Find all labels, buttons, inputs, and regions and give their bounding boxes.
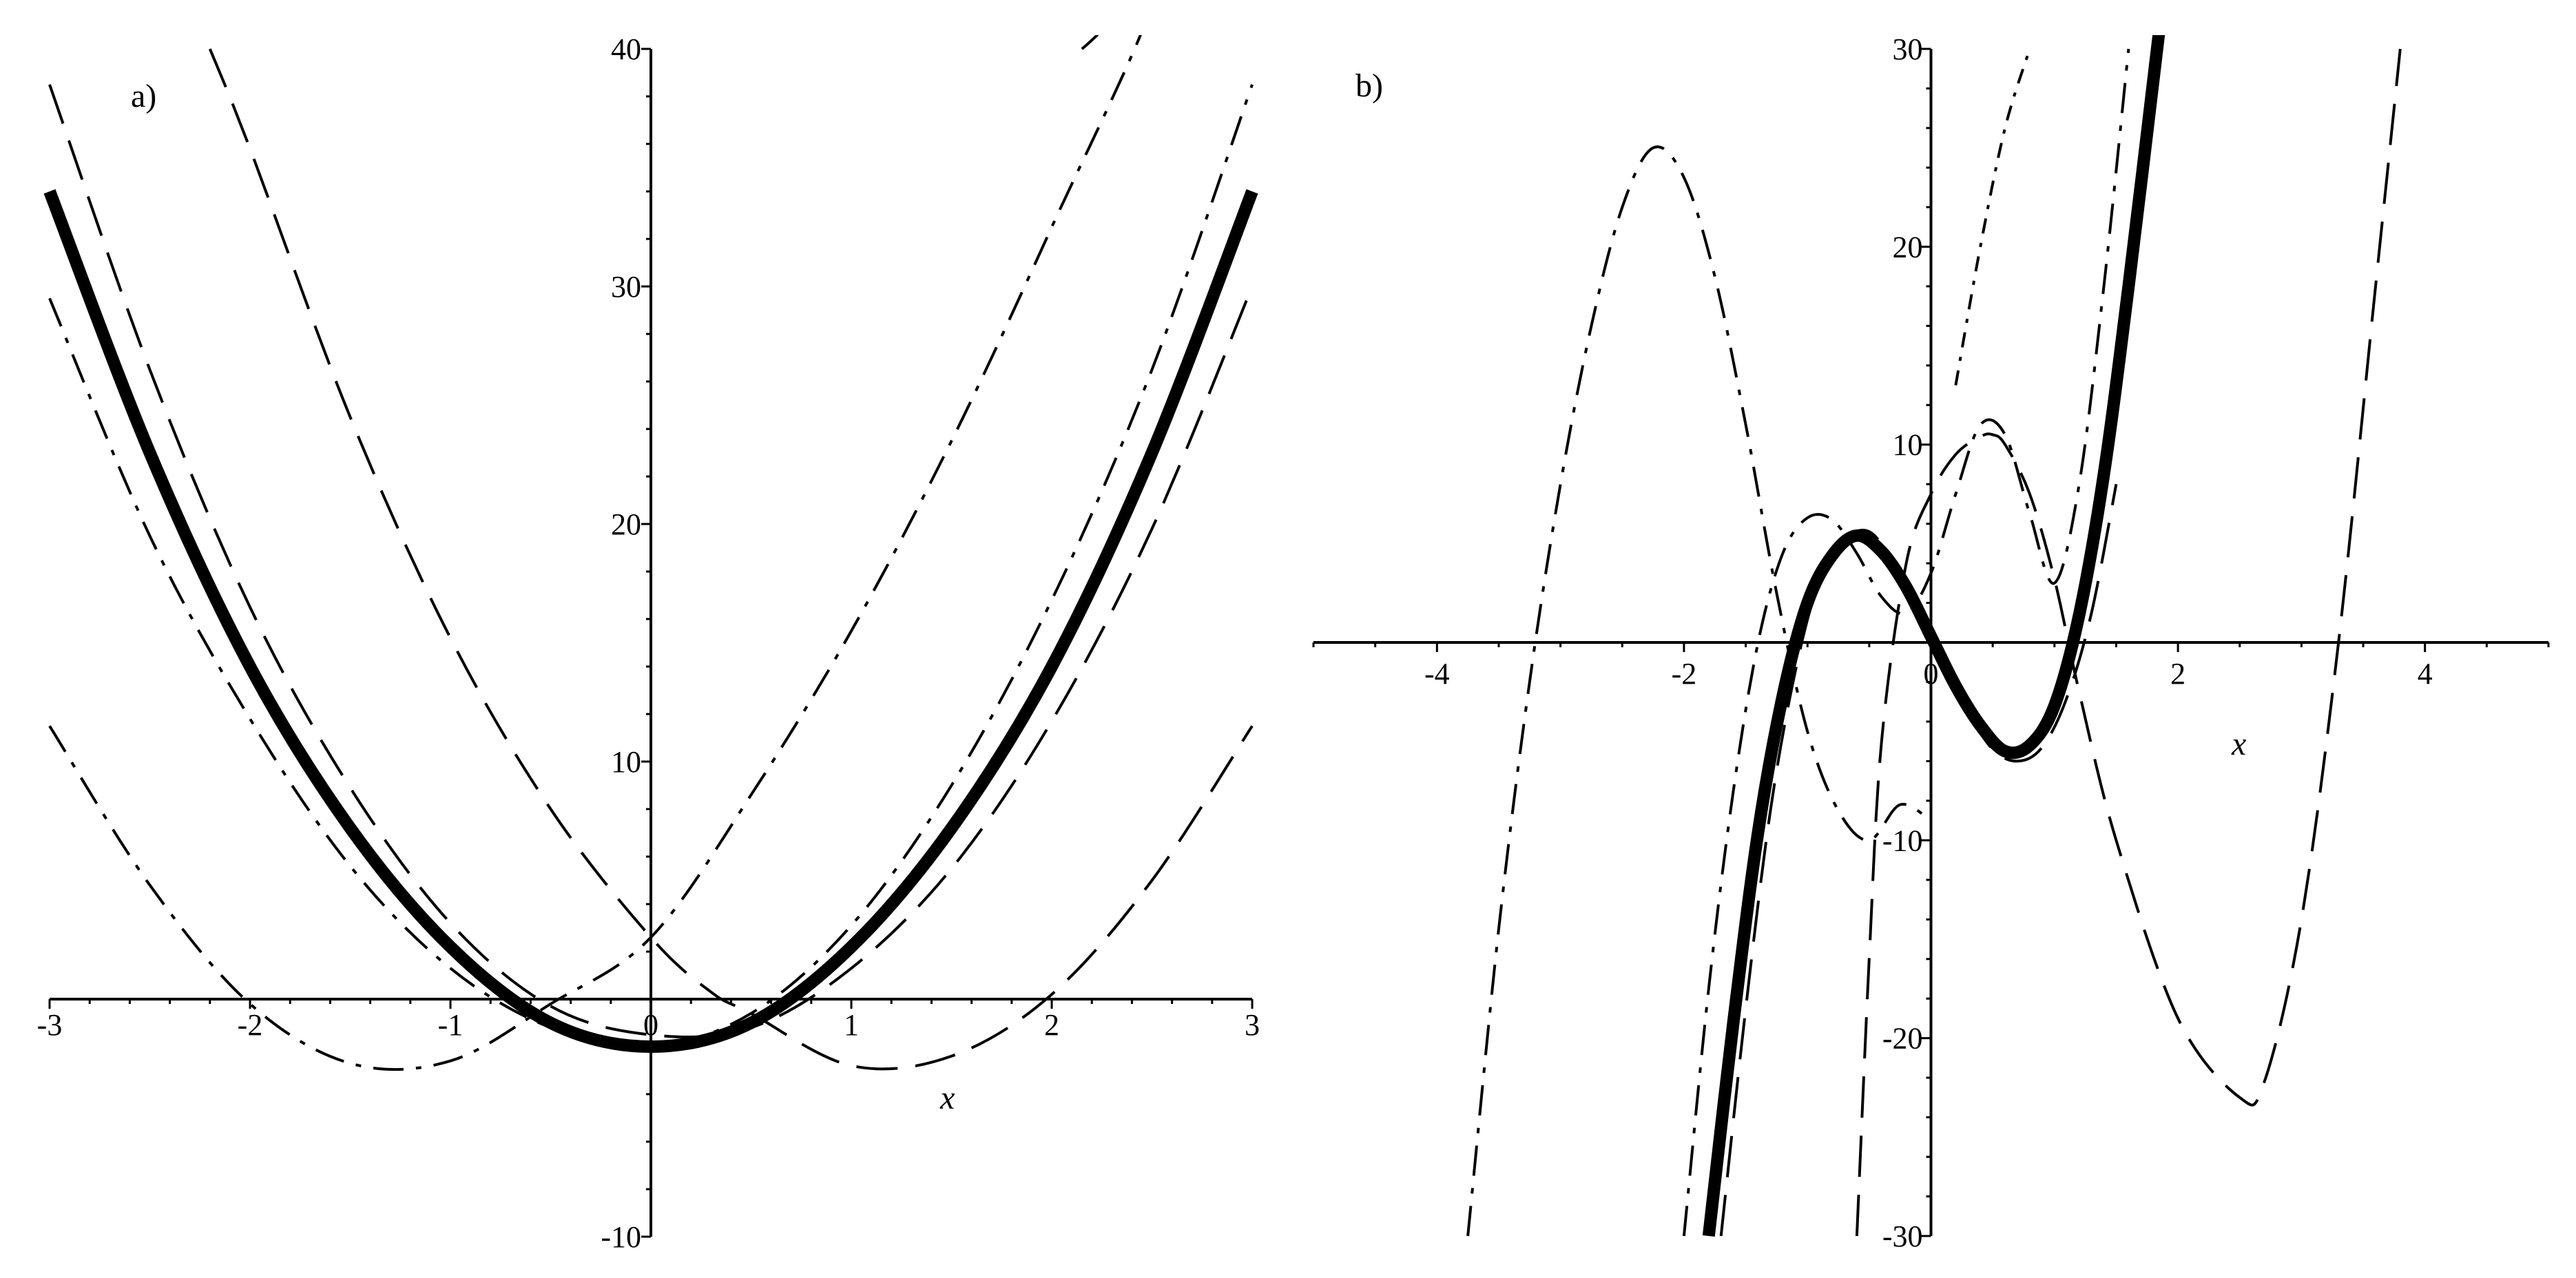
panel-a-x-tick-label: -2 [238,1008,263,1042]
panel-b-y-tick-label: -10 [1882,824,1923,857]
panel-b-x-tick-label: -4 [1424,657,1450,691]
panel-b-series-6-line [1954,48,2031,386]
panel-a-series-4-line [48,84,1254,1049]
panel-b-x-tick-label: -2 [1672,657,1697,691]
panel-a-x-tick-label: 2 [1044,1008,1059,1042]
panel-a-x-tick-label: 0 [643,1008,658,1042]
panel-a-x-tick-label: -3 [37,1008,63,1042]
panel-a-x-tick-label: 3 [1245,1008,1260,1042]
panel-a-series-1-line [43,189,1258,1053]
panel-b-label: b) [1355,67,1383,104]
panel-b-series-3-line [1855,48,2402,1237]
panel-b-x-tick-label: 2 [2170,657,2185,691]
panel-b-y-tick-label: 10 [1893,428,1923,462]
panel-a-y-tick-label: -10 [601,1220,641,1254]
panel-a-y-tick-label: 20 [611,507,641,541]
panel-a-series-3-line [208,48,1254,1071]
panel-a-series-5-line [48,35,1142,1071]
panel-a-label: a) [131,78,156,114]
panel-b-series-4-line [1466,145,1932,1237]
panel-b-curves [1466,35,2402,1237]
panel-a-y-tick-label: 30 [611,270,641,304]
panel-b-x-tick-label: 0 [1924,657,1939,691]
panel-a-y-tick-label: 10 [611,745,641,779]
panel-a-y-tick-label: 40 [611,32,641,66]
panel-a-series-2-line [48,84,1254,1038]
panel-a-x-tick-label: -1 [438,1008,464,1042]
panel-b-y-tick-label: 20 [1893,230,1923,264]
panel-b-y-tick-label: 30 [1893,32,1923,66]
panel-b-series-5-line [1682,48,2130,1237]
panel-b-series-2-line [1719,483,2118,1237]
panel-b-y-tick-label: -20 [1882,1022,1923,1056]
panel-b-x-axis-label: x [2231,726,2246,762]
panel-b-y-tick-label: -30 [1882,1219,1923,1253]
panel-b-x-tick-label: 4 [2418,657,2433,691]
panel-b-series-1-line [1702,35,2165,1237]
panel-a-x-axis-label: x [939,1080,955,1116]
panel-a-x-tick-label: 1 [844,1008,859,1042]
panel-a-curves [43,35,1258,1071]
